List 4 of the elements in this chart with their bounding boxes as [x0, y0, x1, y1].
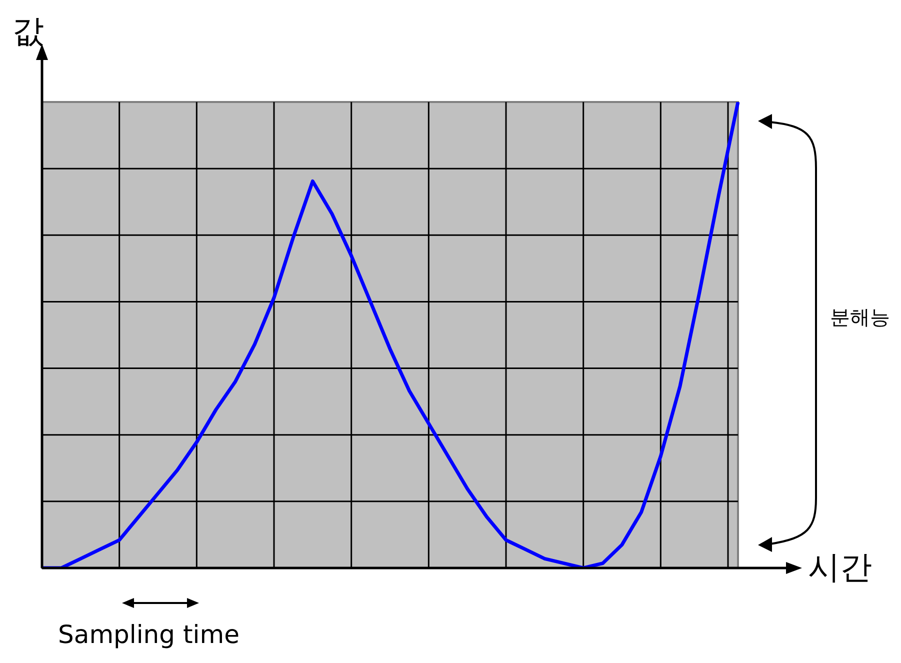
- text: Sampling time: [58, 620, 240, 649]
- x-axis-title: 시간: [808, 547, 872, 588]
- y-axis-title: 값: [12, 11, 44, 52]
- text: 분해능: [830, 304, 890, 331]
